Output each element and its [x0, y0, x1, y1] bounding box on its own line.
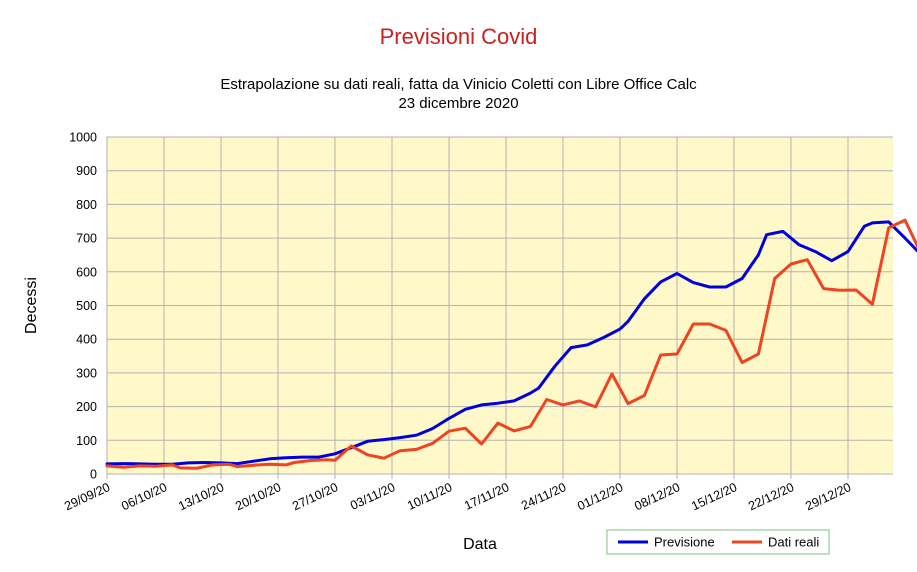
- series-line-dati-reali: [105, 218, 917, 470]
- y-tick-label: 900: [76, 164, 97, 178]
- y-tick-label: 300: [76, 366, 97, 380]
- legend-label: Previsione: [654, 535, 715, 550]
- y-tick-label: 700: [76, 232, 97, 246]
- x-tick-label: 29/09/20: [62, 480, 112, 513]
- subtitle-line-2: 23 dicembre 2020: [398, 95, 519, 112]
- grid-lines: [106, 136, 893, 475]
- x-tick-label: 03/11/20: [348, 480, 397, 513]
- legend-label: Dati reali: [768, 535, 819, 550]
- y-tick-label: 500: [76, 299, 97, 313]
- chart-subtitle: Estrapolazione su dati reali, fatta da V…: [0, 75, 917, 113]
- x-tick-label: 27/10/20: [290, 480, 340, 513]
- x-tick-label: 01/12/20: [575, 480, 625, 513]
- x-tick-label: 22/12/20: [746, 480, 796, 513]
- x-tick-label: 10/11/20: [405, 480, 454, 513]
- y-tick-label: 0: [90, 468, 97, 482]
- subtitle-line-1: Estrapolazione su dati reali, fatta da V…: [220, 76, 697, 93]
- x-axis-ticks: 29/09/20 06/10/20 13/10/20 20/10/20 27/10/20…: [62, 474, 853, 513]
- y-tick-label: 100: [76, 434, 97, 448]
- x-tick-label: 08/12/20: [632, 480, 682, 513]
- chart-title: Previsioni Covid: [379, 24, 538, 49]
- y-tick-label: 800: [76, 198, 97, 212]
- y-tick-label: 1000: [69, 131, 97, 145]
- x-tick-label: 20/10/20: [233, 480, 283, 513]
- x-tick-label: 13/10/20: [176, 480, 226, 513]
- series-layer: [105, 218, 917, 470]
- x-axis-label: Data: [463, 536, 497, 553]
- x-tick-label: 06/10/20: [119, 480, 169, 513]
- y-axis-ticks: 0 100 200 300 400 500 600 700 800 900 1000: [69, 131, 97, 482]
- y-tick-label: 200: [76, 400, 97, 414]
- x-tick-label: 24/11/20: [519, 480, 568, 513]
- y-tick-label: 600: [76, 265, 97, 279]
- legend: Previsione Dati reali: [606, 529, 830, 555]
- x-tick-label: 17/11/20: [462, 480, 511, 513]
- y-tick-label: 400: [76, 333, 97, 347]
- x-tick-label: 29/12/20: [803, 480, 853, 513]
- y-axis-label: Decessi: [23, 277, 40, 334]
- x-tick-label: 15/12/20: [689, 480, 739, 513]
